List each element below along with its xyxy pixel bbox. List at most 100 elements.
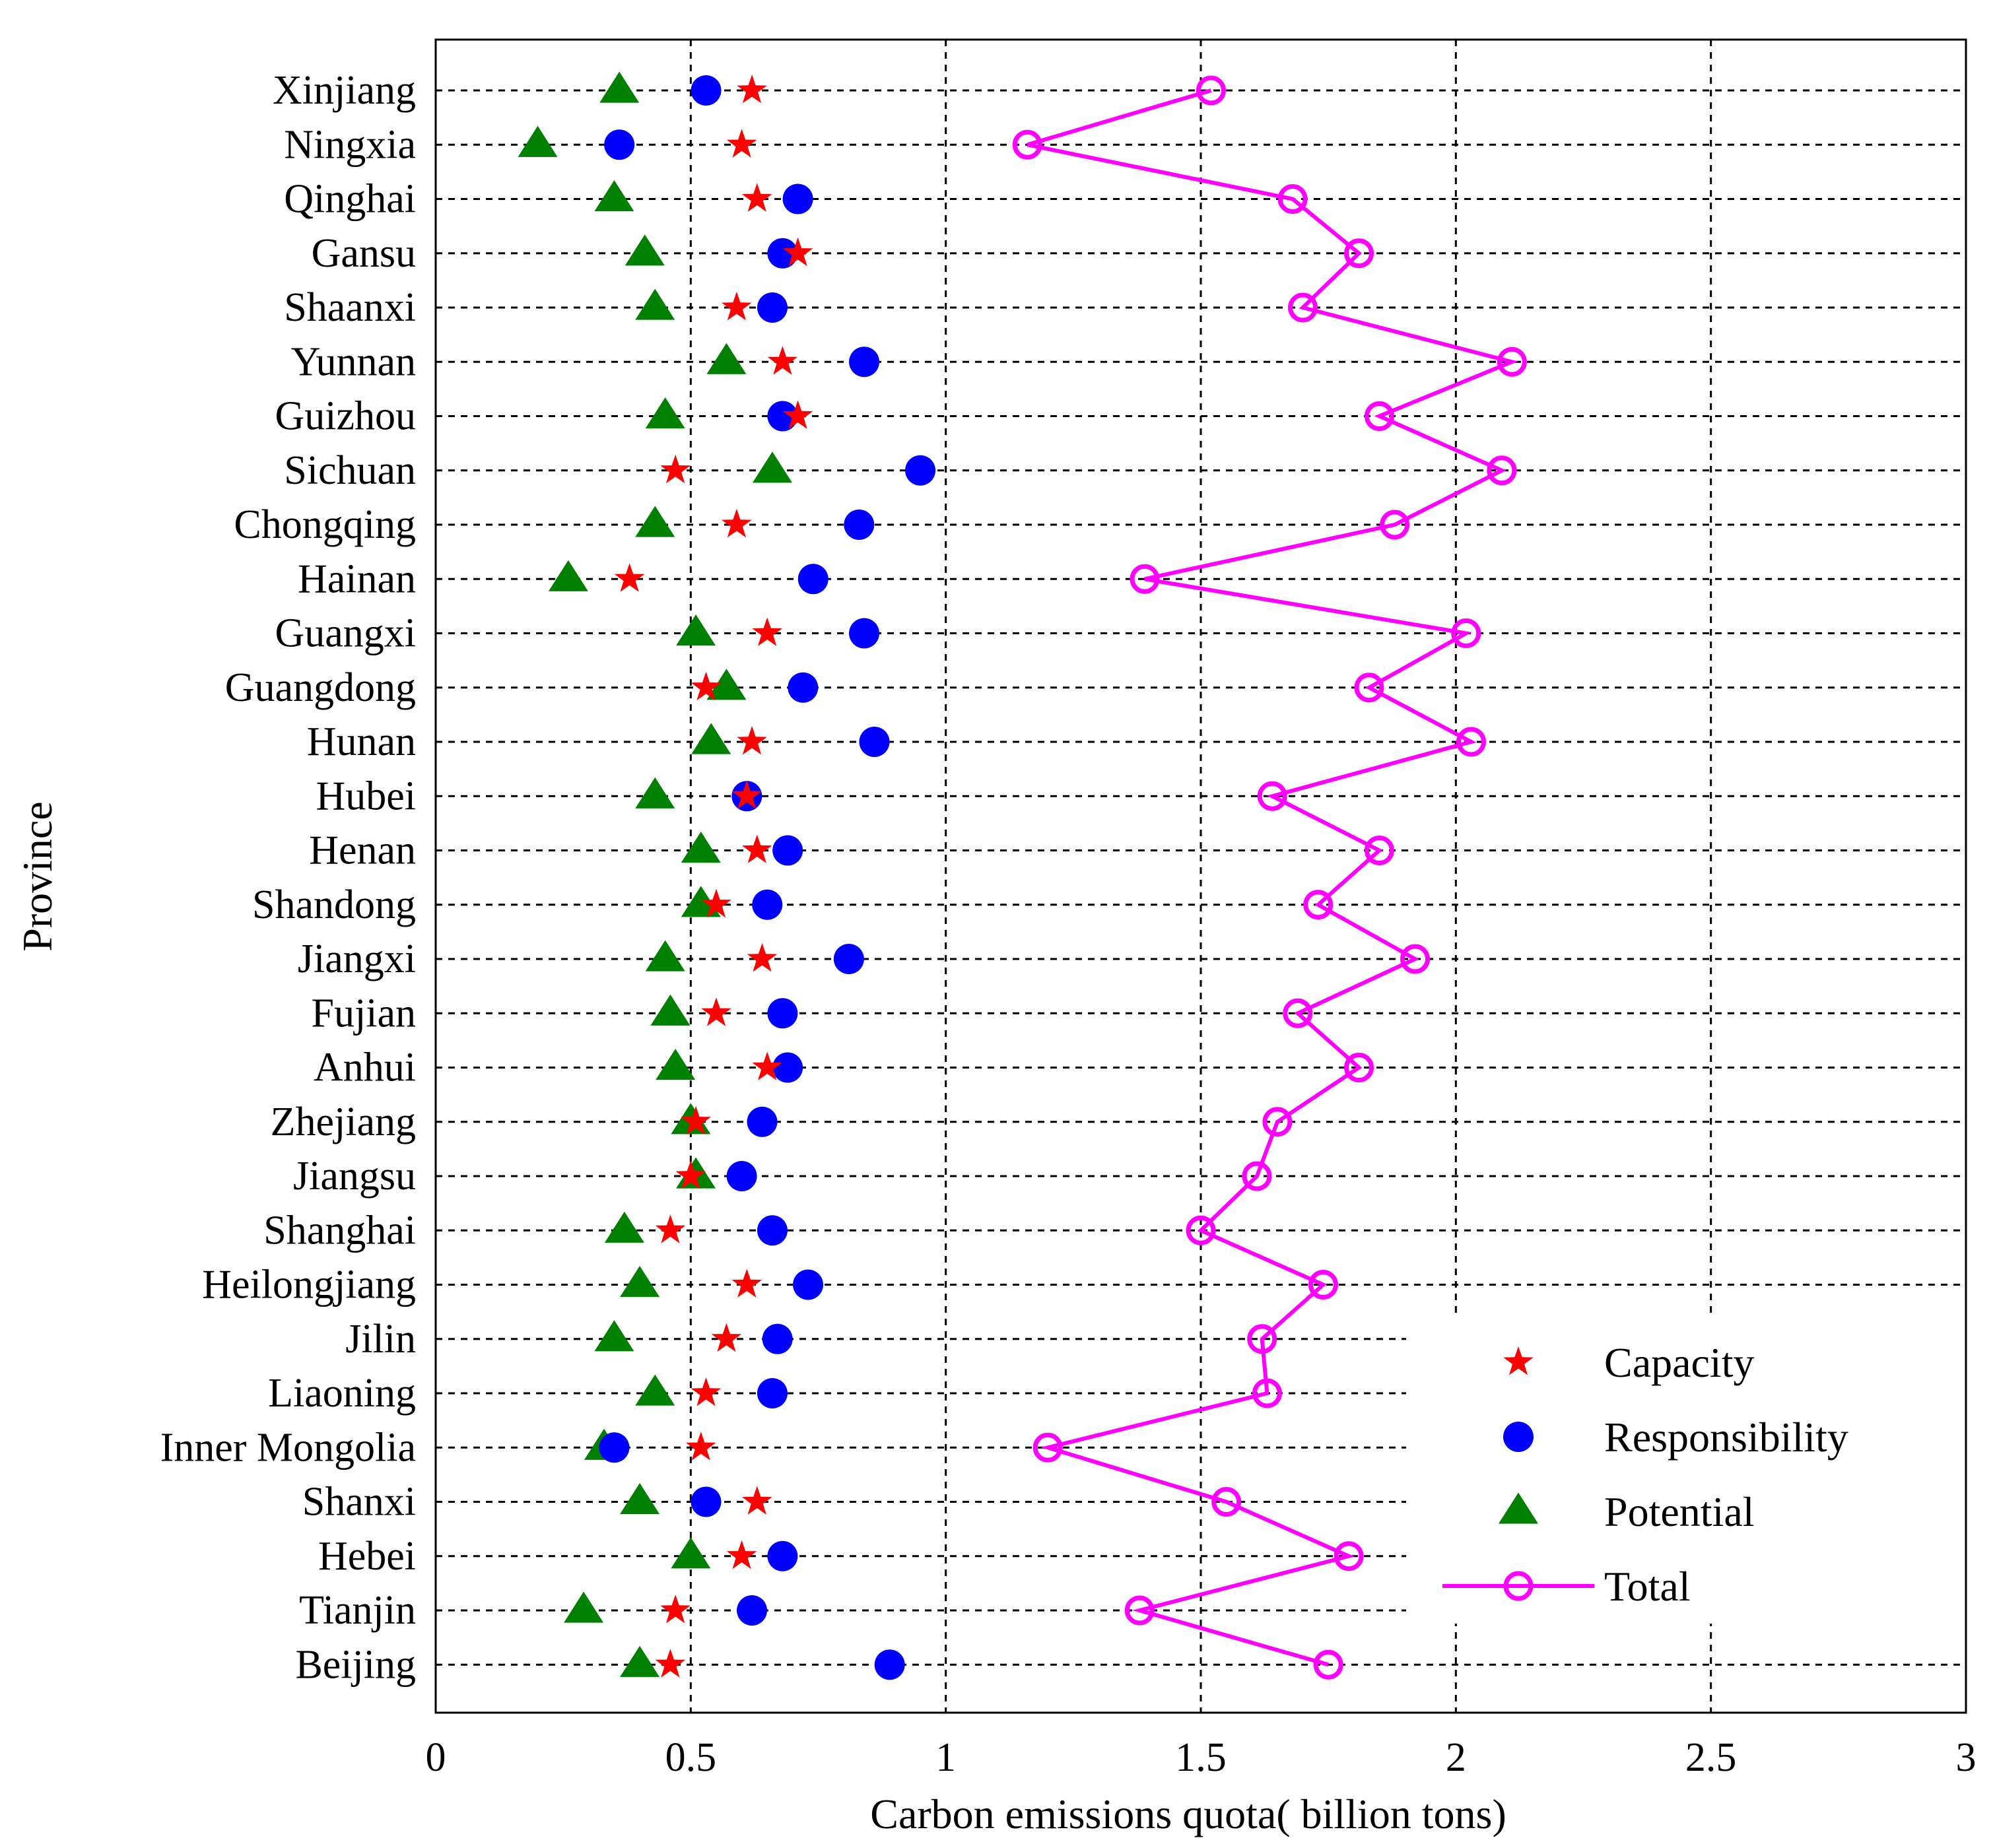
point-potential-hubei bbox=[635, 777, 675, 808]
point-potential-qinghai bbox=[594, 180, 634, 212]
point-capacity-jiangsu bbox=[675, 1160, 706, 1189]
y-tick-label-shandong: Shandong bbox=[252, 882, 416, 927]
point-responsibility-jiangxi bbox=[833, 944, 864, 974]
point-total-hubei bbox=[1257, 781, 1287, 811]
point-responsibility-xinjiang bbox=[691, 75, 722, 106]
y-tick-label-jiangxi: Jiangxi bbox=[298, 937, 416, 981]
y-tick-label-hunan: Hunan bbox=[307, 719, 416, 764]
point-potential-xinjiang bbox=[599, 71, 640, 103]
point-total-hebei bbox=[1334, 1541, 1364, 1571]
y-tick-label-yunnan: Yunnan bbox=[291, 339, 416, 384]
point-capacity-guangdong bbox=[691, 671, 722, 701]
point-capacity-liaoning bbox=[691, 1377, 722, 1406]
point-total-shanxi bbox=[1211, 1487, 1242, 1517]
point-capacity-henan bbox=[742, 834, 772, 863]
legend-box bbox=[1406, 1313, 1964, 1624]
point-capacity-hunan bbox=[737, 726, 767, 755]
point-total-jilin bbox=[1247, 1324, 1277, 1354]
point-responsibility-hebei bbox=[767, 1540, 798, 1571]
series-responsibility bbox=[599, 75, 936, 1680]
point-potential-beijing bbox=[620, 1645, 660, 1677]
legend-label-potential: Potential bbox=[1604, 1488, 1755, 1535]
point-total-gansu bbox=[1344, 238, 1374, 269]
y-tick-label-anhui: Anhui bbox=[314, 1045, 416, 1090]
point-potential-sichuan bbox=[752, 451, 792, 483]
y-tick-label-shaanxi: Shaanxi bbox=[284, 285, 416, 330]
y-tick-label-qinghai: Qinghai bbox=[284, 177, 416, 222]
legend-label-responsibility: Responsibility bbox=[1604, 1414, 1848, 1461]
point-total-inner-mongolia bbox=[1032, 1432, 1063, 1463]
series-total bbox=[1012, 75, 1527, 1680]
point-total-fujian bbox=[1283, 998, 1313, 1028]
point-responsibility-inner-mongolia bbox=[599, 1432, 630, 1463]
point-capacity-guangxi bbox=[752, 617, 783, 646]
y-tick-label-guangxi: Guangxi bbox=[275, 611, 416, 656]
y-tick-label-fujian: Fujian bbox=[312, 991, 416, 1036]
point-responsibility-tianjin bbox=[737, 1595, 768, 1626]
legend-marker-capacity bbox=[1503, 1346, 1534, 1375]
point-total-shaanxi bbox=[1288, 292, 1318, 323]
point-capacity-inner-mongolia bbox=[686, 1432, 716, 1461]
point-responsibility-qinghai bbox=[782, 183, 813, 214]
point-potential-hebei bbox=[671, 1537, 711, 1569]
y-tick-label-henan: Henan bbox=[309, 828, 416, 873]
point-potential-chongqing bbox=[635, 506, 675, 537]
point-potential-henan bbox=[681, 832, 721, 863]
point-potential-hunan bbox=[691, 723, 731, 754]
point-potential-jiangxi bbox=[645, 940, 685, 972]
point-responsibility-jilin bbox=[762, 1323, 793, 1354]
point-responsibility-shandong bbox=[752, 889, 783, 920]
y-tick-label-jilin: Jilin bbox=[345, 1317, 416, 1362]
point-total-henan bbox=[1364, 836, 1394, 865]
point-potential-fujian bbox=[650, 994, 691, 1026]
y-tick-label-liaoning: Liaoning bbox=[268, 1371, 416, 1416]
y-tick-label-shanghai: Shanghai bbox=[263, 1208, 416, 1253]
point-total-jiangsu bbox=[1242, 1161, 1272, 1191]
point-responsibility-fujian bbox=[767, 998, 798, 1029]
y-tick-label-guizhou: Guizhou bbox=[275, 394, 416, 439]
point-capacity-shaanxi bbox=[722, 292, 752, 321]
y-tick-label-heilongjiang: Heilongjiang bbox=[202, 1263, 416, 1307]
point-capacity-zhejiang bbox=[681, 1106, 711, 1135]
point-potential-guangdong bbox=[706, 669, 747, 700]
y-tick-label-beijing: Beijing bbox=[295, 1642, 416, 1687]
point-total-hunan bbox=[1456, 727, 1487, 757]
point-potential-liaoning bbox=[635, 1374, 675, 1406]
y-tick-label-gansu: Gansu bbox=[312, 231, 416, 276]
y-tick-label-jiangsu: Jiangsu bbox=[293, 1154, 416, 1199]
point-potential-shanxi bbox=[620, 1483, 660, 1515]
legend: Capacity Responsibility Potential Total bbox=[1406, 1313, 1964, 1624]
point-potential-yunnan bbox=[706, 343, 747, 374]
point-total-anhui bbox=[1344, 1053, 1374, 1082]
y-tick-label-ningxia: Ningxia bbox=[284, 122, 416, 167]
y-tick-label-hainan: Hainan bbox=[298, 556, 416, 601]
point-total-xinjiang bbox=[1196, 75, 1226, 106]
point-responsibility-guangdong bbox=[788, 672, 819, 703]
point-capacity-qinghai bbox=[742, 183, 772, 212]
x-tick-label-0: 0 bbox=[426, 1735, 446, 1780]
point-capacity-tianjin bbox=[660, 1595, 691, 1624]
point-responsibility-beijing bbox=[874, 1649, 905, 1680]
point-potential-shanghai bbox=[604, 1211, 644, 1243]
x-tick-label-1-5: 1.5 bbox=[1175, 1735, 1227, 1780]
y-tick-label-hebei: Hebei bbox=[318, 1534, 416, 1579]
point-responsibility-guizhou bbox=[767, 401, 798, 432]
x-tick-label-1: 1 bbox=[935, 1735, 956, 1780]
y-tick-label-guangdong: Guangdong bbox=[225, 665, 416, 710]
point-capacity-xinjiang bbox=[737, 75, 767, 104]
point-total-guangdong bbox=[1354, 673, 1384, 703]
point-total-jiangxi bbox=[1400, 944, 1431, 974]
series-capacity bbox=[614, 75, 813, 1678]
series-potential bbox=[518, 71, 792, 1677]
plot-frame bbox=[434, 38, 1967, 1714]
x-axis-title: Carbon emissions quota( billion tons) bbox=[870, 1791, 1506, 1837]
point-potential-anhui bbox=[656, 1049, 696, 1080]
point-potential-guangxi bbox=[676, 614, 716, 646]
point-total-shandong bbox=[1303, 890, 1334, 920]
y-tick-label-tianjin: Tianjin bbox=[299, 1588, 416, 1633]
x-tick-label-2: 2 bbox=[1446, 1735, 1466, 1780]
point-capacity-jilin bbox=[711, 1323, 742, 1352]
y-tick-label-sichuan: Sichuan bbox=[284, 448, 416, 493]
point-total-beijing bbox=[1313, 1649, 1343, 1680]
series-layer bbox=[518, 71, 1527, 1680]
